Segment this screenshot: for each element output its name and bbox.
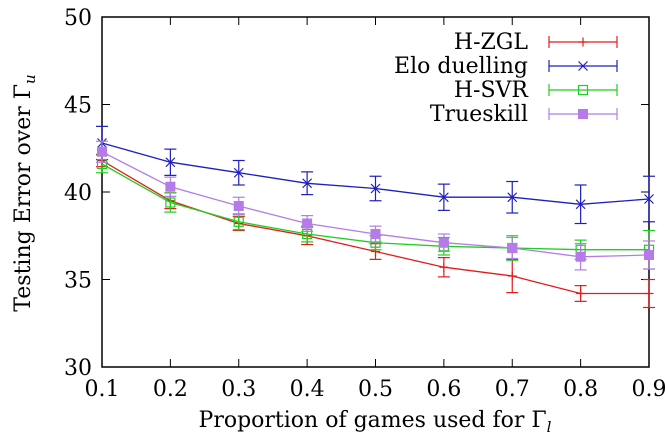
x-tick-label: 0.3 [221, 377, 256, 402]
x-tick-label: 0.4 [290, 377, 325, 402]
legend-label: H-ZGL [454, 30, 528, 55]
marker-open-square [233, 216, 244, 227]
series-elo-duelling [96, 125, 655, 225]
marker-cross-b [370, 183, 381, 194]
series-trueskill [96, 140, 655, 271]
marker-cross-b [165, 157, 176, 168]
x-axis-title: Proportion of games used for Γl [199, 408, 552, 436]
legend-item: Elo duelling [394, 54, 618, 79]
marker-cross-b [507, 192, 518, 203]
x-tick-label: 0.2 [153, 377, 188, 402]
x-tick-label: 0.9 [632, 377, 665, 402]
x-tick-label: 0.1 [85, 377, 120, 402]
legend-item: H-ZGL [454, 30, 618, 55]
marker-filled-square [507, 243, 518, 253]
y-tick-label: 40 [64, 181, 92, 206]
marker-filled-square [644, 250, 654, 260]
marker-cross-b [575, 199, 586, 210]
legend-item: Trueskill [430, 102, 618, 127]
legend-label: H-SVR [454, 78, 530, 103]
x-tick-label: 0.5 [358, 377, 393, 402]
x-tick-label: 0.7 [495, 377, 530, 402]
y-tick-labels: 30 35 40 45 50 [64, 6, 92, 381]
marker-cross-b [644, 194, 654, 204]
marker-filled-square [578, 109, 588, 119]
marker-filled-square [438, 237, 449, 248]
y-tick-label: 50 [64, 6, 92, 31]
marker-filled-square [97, 146, 107, 157]
series-layer [96, 125, 655, 309]
legend-label: Trueskill [430, 102, 528, 127]
y-tick-label: 35 [64, 269, 92, 294]
y-axis-title: Testing Error over Γu [11, 74, 39, 311]
marker-open-square [577, 84, 589, 96]
y-tick-label: 30 [64, 356, 92, 381]
marker-filled-square [233, 201, 244, 211]
marker-cross-b [578, 61, 588, 71]
marker-filled-square [370, 229, 381, 239]
x-tick-labels: 0.1 0.2 0.3 0.4 0.5 0.6 0.7 0.8 0.9 [85, 377, 665, 402]
marker-cross-b [233, 167, 244, 178]
y-tick-label: 45 [64, 94, 92, 119]
legend-label: Elo duelling [394, 54, 528, 79]
x-tick-label: 0.8 [563, 377, 598, 402]
marker-open-square [165, 197, 176, 208]
marker-filled-square [575, 251, 586, 262]
legend-item: H-SVR [454, 78, 618, 103]
marker-cross-b [438, 192, 449, 203]
marker-cross-b [302, 178, 313, 189]
marker-filled-square [302, 218, 313, 229]
marker-filled-square [165, 181, 176, 192]
x-tick-label: 0.6 [426, 377, 461, 402]
